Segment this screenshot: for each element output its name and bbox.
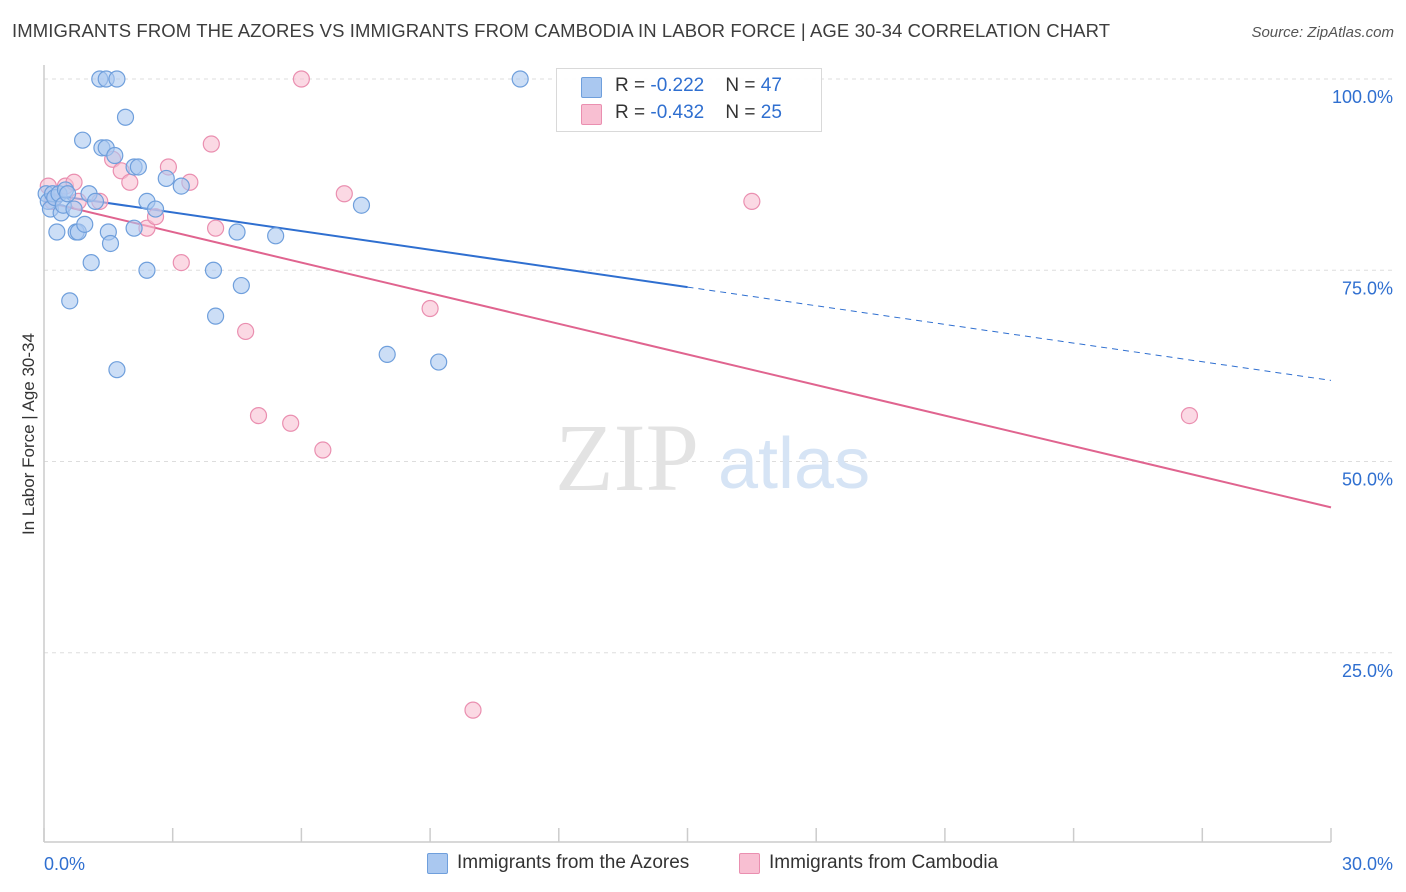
cambodia-point-17 (249, 407, 268, 425)
azores-n-label: N = (725, 75, 761, 96)
azores-point-29 (125, 219, 143, 237)
azores-point-11 (65, 200, 83, 218)
cambodia-point-20 (314, 441, 332, 459)
azores-point-31 (138, 261, 156, 279)
azores-point-24 (106, 146, 124, 165)
azores-trend-extension (687, 286, 1332, 381)
azores-r-label: R = (615, 75, 651, 96)
cambodia-point-23 (464, 701, 482, 719)
axes (43, 65, 1332, 843)
azores-point-14 (74, 131, 92, 149)
azores-point-35 (172, 177, 190, 195)
azores-point-10 (61, 292, 79, 310)
cambodia-n-label: N = (725, 102, 761, 123)
azores-point-44 (511, 70, 529, 88)
azores-point-41 (352, 196, 371, 214)
azores-point-45 (86, 192, 105, 210)
data-points (37, 70, 1199, 719)
azores-point-40 (267, 227, 285, 245)
azores-point-25 (108, 70, 126, 88)
legend-cambodia-swatch (739, 853, 760, 874)
azores-point-39 (232, 276, 250, 295)
watermark: ZIP atlas (555, 404, 870, 511)
azores-point-33 (146, 200, 165, 218)
legend-cambodia-label: Immigrants from Cambodia (769, 852, 999, 873)
y-tick-label-1: 75.0% (1342, 278, 1393, 298)
azores-stats: R = -0.222 N = 47 (615, 75, 782, 97)
cambodia-point-16 (237, 322, 255, 341)
cambodia-point-19 (292, 70, 310, 88)
cambodia-point-12 (172, 254, 190, 272)
cambodia-point-21 (335, 185, 353, 203)
azores-point-34 (157, 169, 175, 188)
azores-r-value: -0.222 (650, 75, 705, 96)
azores-point-36 (204, 261, 223, 279)
azores-point-17 (82, 254, 100, 272)
x-tick-label-right: 30.0% (1342, 854, 1393, 874)
azores-point-5 (48, 223, 66, 241)
cambodia-r-value: -0.432 (650, 102, 705, 123)
chart-title: IMMIGRANTS FROM THE AZORES VS IMMIGRANTS… (12, 20, 1111, 41)
azores-point-43 (430, 353, 448, 371)
azores-point-38 (228, 223, 246, 241)
cambodia-trend-line (43, 200, 1332, 509)
y-tick-label-0: 100.0% (1332, 87, 1393, 107)
cambodia-r-label: R = (615, 102, 651, 123)
azores-point-15 (76, 215, 94, 233)
watermark-atlas: atlas (718, 424, 870, 504)
tick-labels: 100.0% 75.0% 50.0% 25.0% 0.0% 30.0% (44, 87, 1393, 874)
legend-azores-label: Immigrants from the Azores (457, 852, 690, 873)
cambodia-point-14 (202, 135, 220, 153)
azores-point-27 (116, 108, 135, 126)
grid-lines (44, 78, 1392, 654)
cambodia-point-24 (743, 192, 761, 210)
source-label: Source: ZipAtlas.com (1251, 24, 1394, 41)
watermark-zip: ZIP (555, 404, 699, 511)
azores-swatch (581, 77, 602, 98)
x-tick-label-left: 0.0% (44, 854, 85, 874)
cambodia-point-25 (1180, 407, 1199, 425)
cambodia-point-8 (121, 173, 139, 191)
cambodia-point-15 (207, 219, 225, 237)
cambodia-n-value: 25 (760, 102, 782, 123)
y-tick-label-3: 25.0% (1342, 661, 1393, 681)
azores-point-30 (129, 158, 147, 176)
cambodia-point-18 (282, 414, 300, 432)
azores-point-23 (101, 234, 120, 253)
y-tick-label-2: 50.0% (1342, 470, 1393, 490)
azores-point-37 (207, 307, 225, 325)
azores-point-42 (378, 345, 396, 363)
azores-point-26 (108, 361, 126, 379)
stats-legend: R = -0.222 N = 47 R = -0.432 N = 25 (556, 68, 822, 132)
azores-point-46 (58, 185, 77, 203)
cambodia-stats: R = -0.432 N = 25 (615, 102, 782, 124)
cambodia-point-22 (421, 299, 439, 318)
cambodia-swatch (581, 104, 602, 125)
legend-azores-swatch (427, 853, 448, 874)
azores-n-value: 47 (760, 75, 782, 96)
